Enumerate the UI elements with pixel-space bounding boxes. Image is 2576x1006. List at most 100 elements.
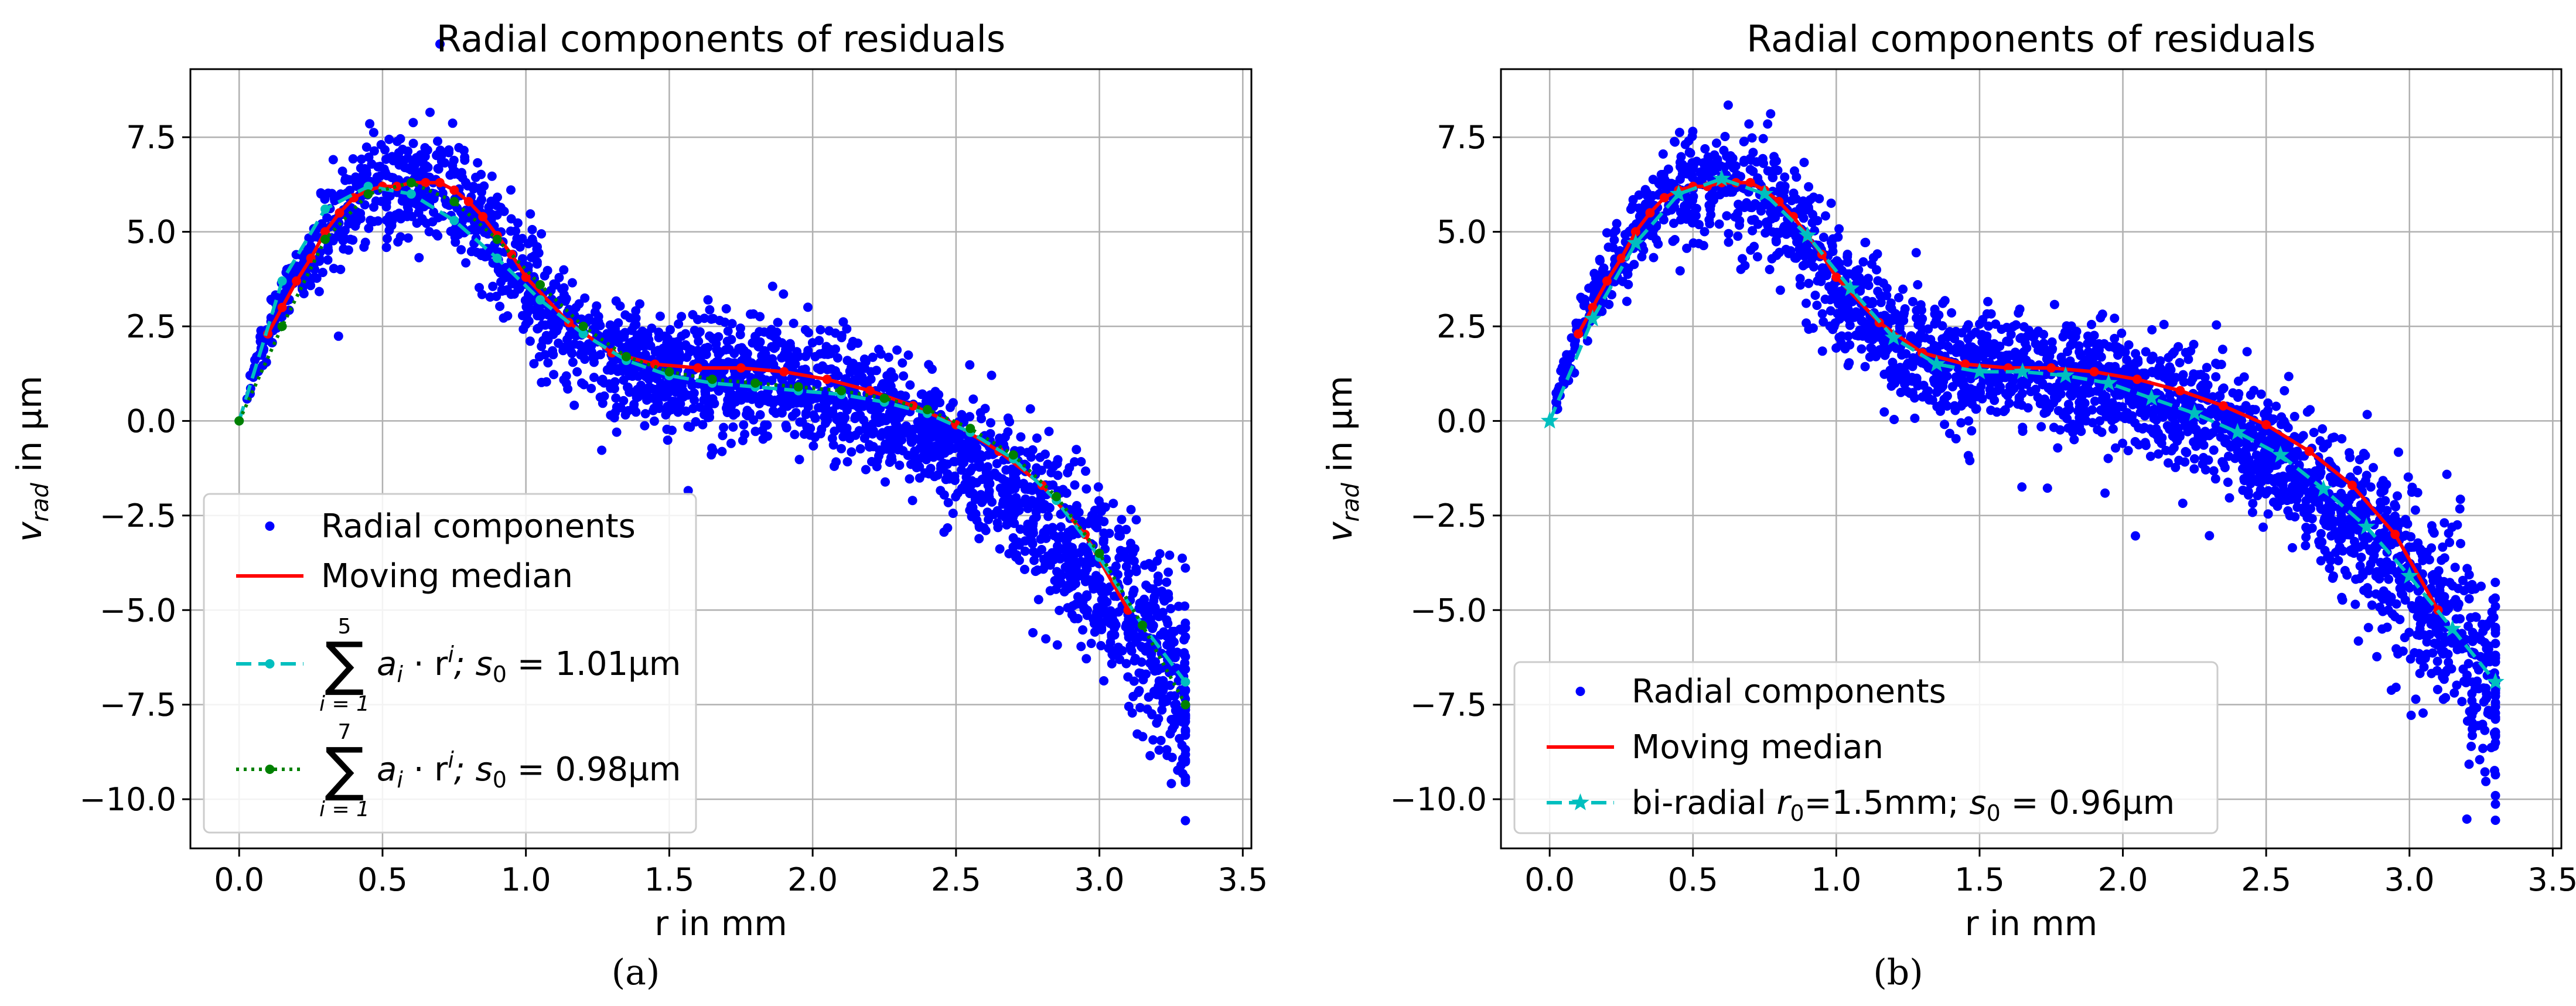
scatter-point — [2066, 321, 2076, 331]
scatter-point — [2261, 489, 2271, 499]
legend-sum-lower: i = 1 — [319, 797, 370, 821]
scatter-point — [2189, 339, 2199, 349]
scatter-point — [655, 311, 665, 321]
scatter-point — [598, 374, 608, 384]
scatter-point — [2181, 347, 2191, 357]
series-marker — [234, 416, 244, 426]
scatter-point — [821, 418, 831, 428]
scatter-point — [1023, 519, 1033, 529]
scatter-point — [1153, 571, 1163, 581]
scatter-point — [1076, 642, 1086, 652]
scatter-point — [1827, 286, 1837, 296]
scatter-point — [929, 452, 939, 462]
scatter-point — [965, 412, 975, 422]
scatter-point — [1131, 564, 1141, 574]
scatter-point — [2168, 349, 2178, 359]
scatter-point — [2432, 656, 2442, 666]
scatter-point — [1096, 641, 1106, 650]
y-label-unit: in µm — [9, 376, 49, 483]
scatter-point — [580, 293, 590, 303]
scatter-point — [477, 187, 486, 197]
scatter-point — [1771, 237, 1781, 247]
scatter-point — [634, 330, 644, 340]
scatter-point — [348, 235, 358, 245]
legend-sum-symbol: ∑ — [325, 629, 364, 698]
scatter-point — [739, 352, 749, 362]
scatter-point — [1048, 523, 1057, 533]
series-marker — [1138, 620, 1147, 630]
scatter-point — [2395, 615, 2405, 625]
scatter-point — [612, 402, 622, 412]
scatter-point — [677, 312, 687, 322]
scatter-point — [448, 161, 458, 170]
scatter-point — [1817, 346, 1827, 356]
scatter-point — [908, 424, 918, 434]
scatter-point — [1145, 606, 1154, 616]
scatter-point — [995, 544, 1005, 554]
scatter-point — [1148, 620, 1158, 630]
scatter-point — [492, 291, 501, 301]
scatter-point — [2490, 702, 2500, 712]
scatter-point — [703, 295, 713, 305]
series-marker — [277, 276, 287, 286]
scatter-point — [1810, 291, 1820, 300]
scatter-point — [1749, 241, 1759, 251]
scatter-point — [1670, 235, 1680, 244]
scatter-point — [1115, 654, 1125, 664]
scatter-point — [735, 330, 745, 340]
scatter-point — [316, 189, 326, 199]
scatter-point — [2456, 538, 2465, 548]
scatter-point — [693, 315, 702, 325]
scatter-point — [1041, 634, 1051, 644]
scatter-point — [1180, 816, 1190, 826]
scatter-point — [1915, 330, 1925, 340]
scatter-point — [1724, 237, 1734, 247]
series-marker — [837, 386, 847, 395]
scatter-point — [1967, 426, 1977, 436]
scatter-point — [537, 229, 547, 239]
scatter-point — [1148, 735, 1158, 745]
scatter-point — [506, 226, 516, 236]
scatter-point — [2280, 386, 2290, 395]
scatter-point — [1634, 190, 1644, 200]
scatter-point — [1055, 605, 1064, 615]
scatter-point — [625, 387, 634, 397]
scatter-point — [1163, 619, 1173, 629]
scatter-point — [457, 168, 466, 178]
scatter-point — [1611, 226, 1620, 236]
scatter-point — [1734, 199, 1744, 209]
scatter-point — [2451, 595, 2461, 605]
scatter-point — [2205, 531, 2215, 541]
scatter-point — [1726, 151, 1735, 161]
scatter-point — [640, 421, 650, 431]
scatter-point — [605, 320, 615, 330]
y-tick-label: 2.5 — [126, 308, 176, 345]
scatter-point — [649, 416, 659, 426]
scatter-point — [1179, 755, 1189, 765]
scatter-point — [2473, 721, 2483, 731]
scatter-point — [1910, 393, 1920, 403]
series-marker — [736, 363, 746, 373]
scatter-point — [1067, 576, 1077, 586]
scatter-point — [1986, 390, 1996, 400]
scatter-point — [2411, 694, 2421, 704]
scatter-point — [450, 232, 460, 242]
scatter-point — [2209, 466, 2219, 476]
scatter-point — [2406, 654, 2415, 664]
scatter-point — [1971, 404, 1981, 414]
scatter-point — [1821, 211, 1830, 221]
scatter-point — [1125, 619, 1135, 629]
scatter-point — [527, 224, 537, 234]
scatter-point — [781, 420, 791, 430]
chart-title: Radial components of residuals — [436, 18, 1005, 60]
scatter-point — [1676, 152, 1686, 162]
scatter-point — [754, 342, 764, 352]
scatter-point — [1906, 331, 1916, 341]
scatter-point — [1887, 315, 1897, 325]
series-marker — [1180, 677, 1190, 687]
scatter-point — [791, 408, 801, 418]
scatter-point — [2147, 367, 2157, 377]
scatter-point — [2096, 313, 2106, 323]
scatter-point — [876, 381, 886, 391]
scatter-point — [1180, 730, 1190, 740]
